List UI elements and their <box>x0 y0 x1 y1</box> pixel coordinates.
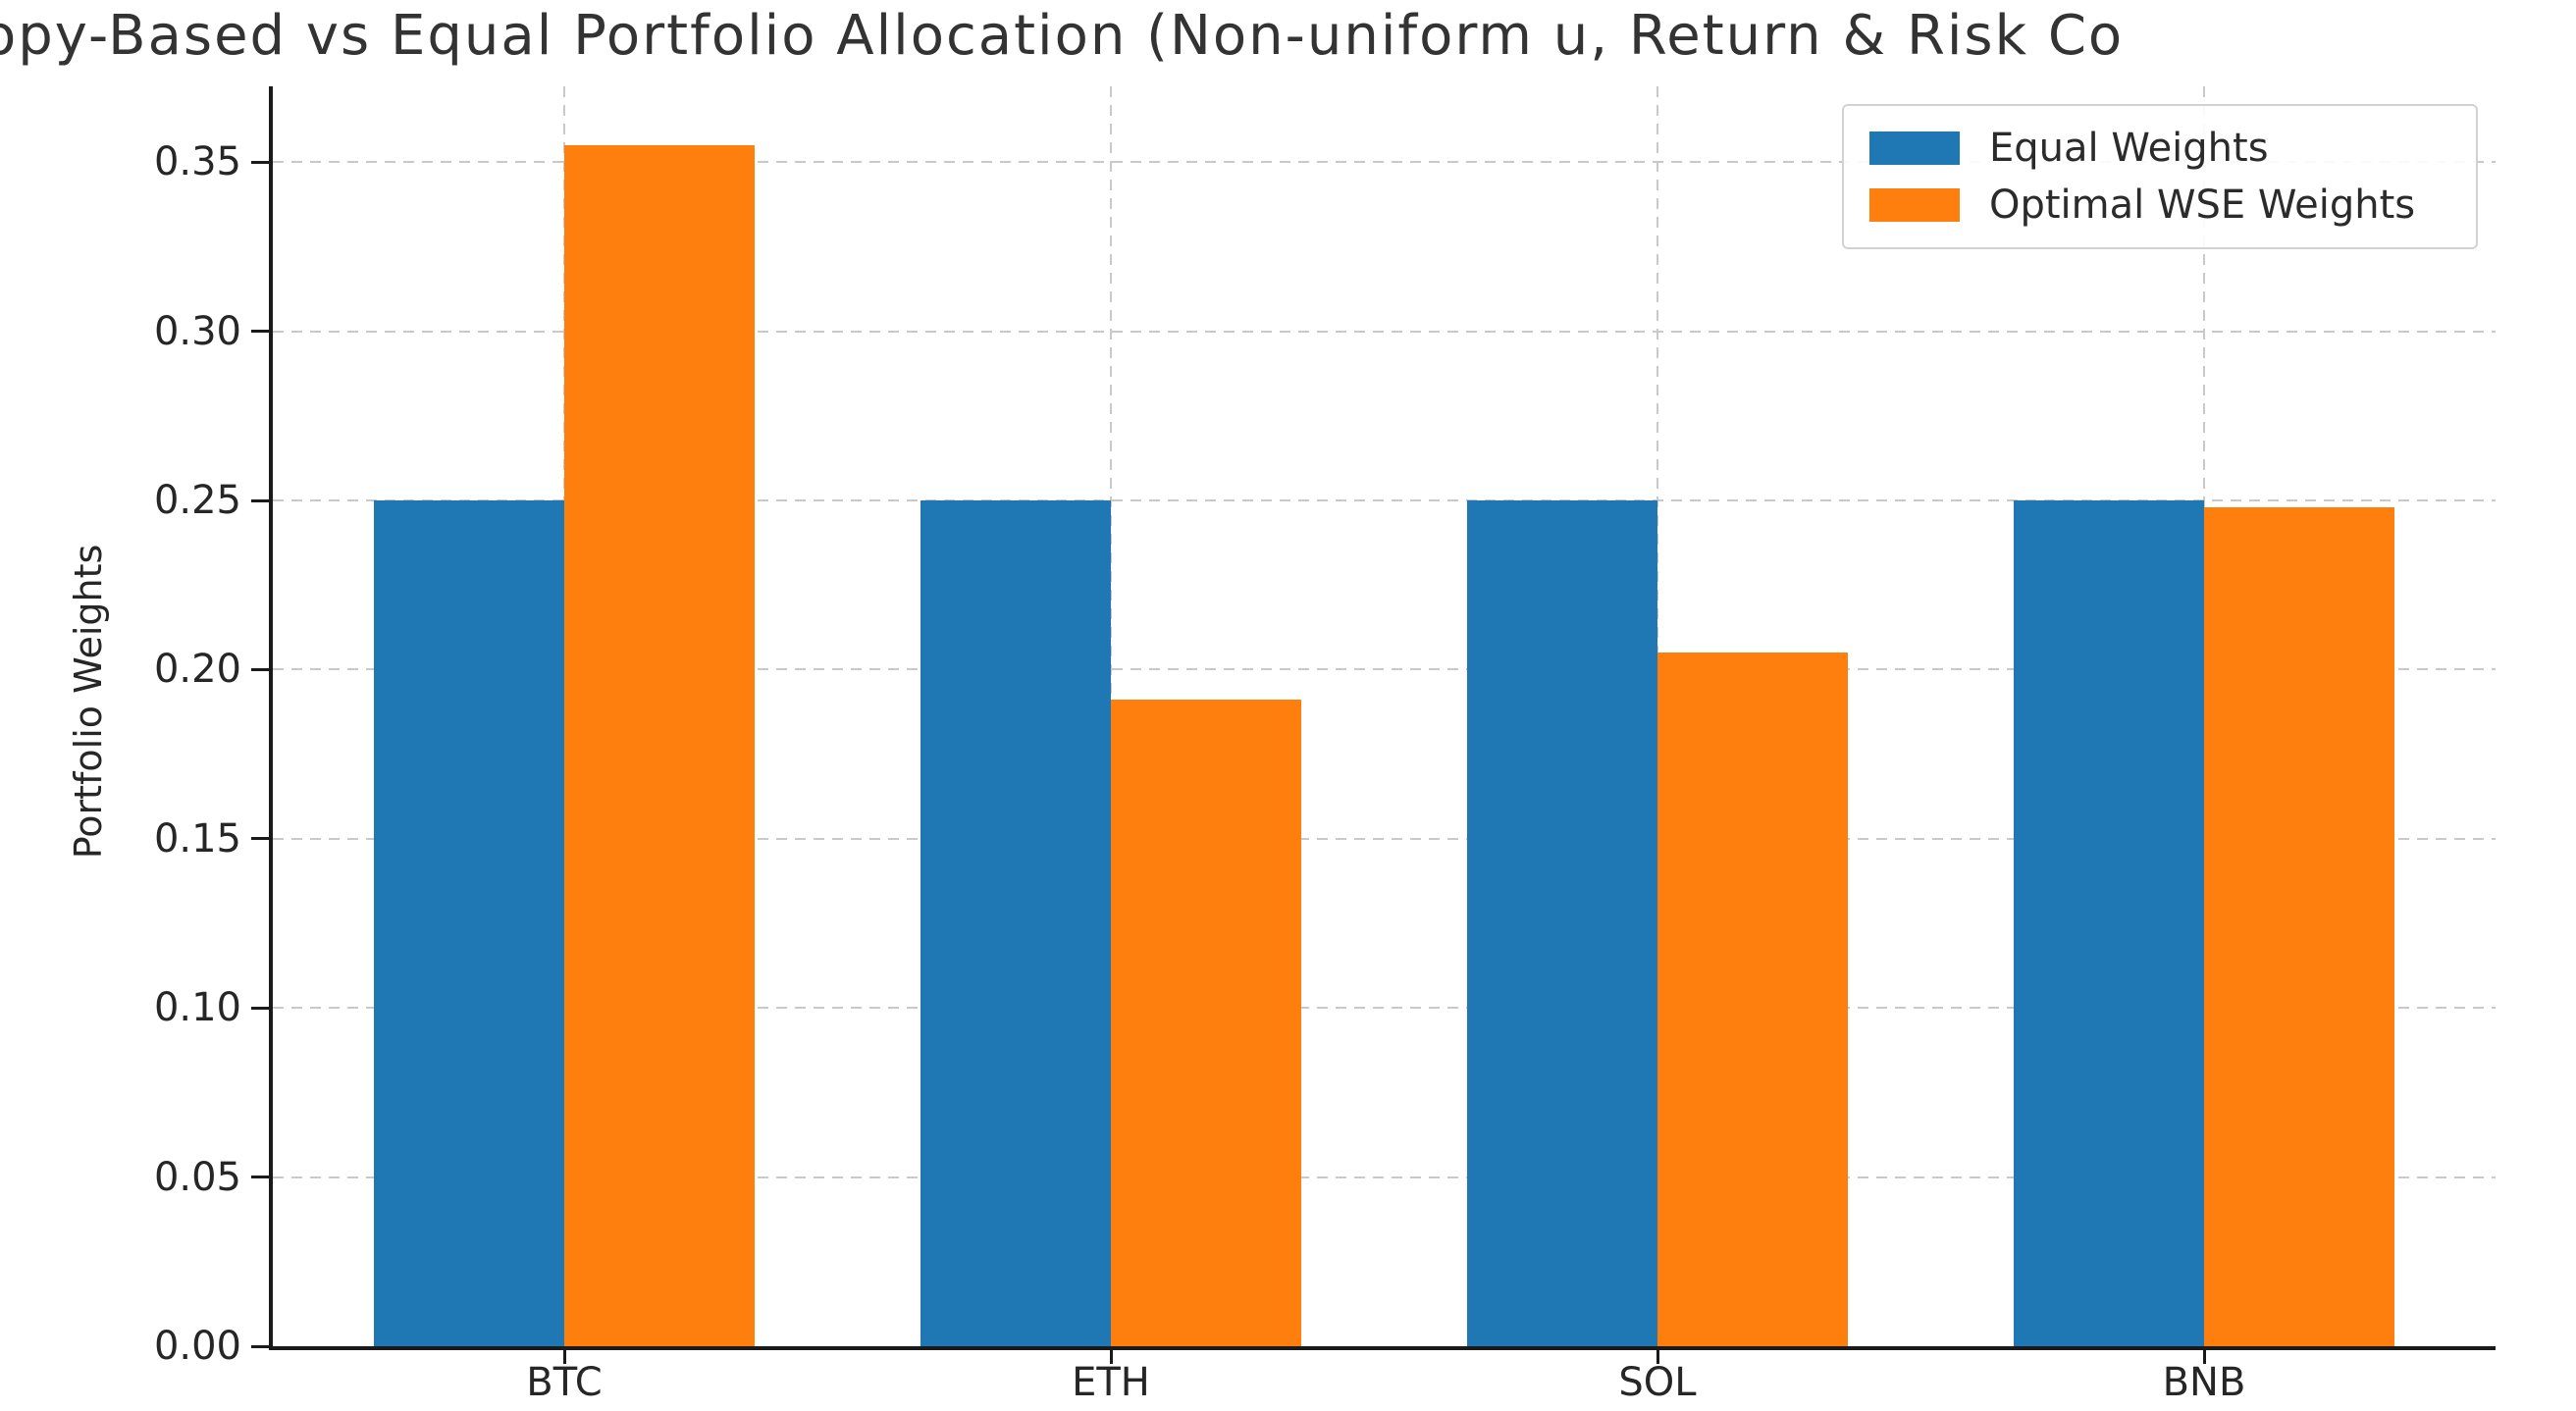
plot-area: 0.00 0.05 0.10 0.15 0.20 0.25 0.30 0.35 BTC ETH SO… <box>154 86 2496 1405</box>
bar-optimal-wse-weights-eth <box>1111 700 1301 1346</box>
y-tick-0.05 <box>251 1176 269 1179</box>
x-tick-SOL <box>1656 1350 1659 1364</box>
gridline-h-0.10 <box>273 1007 2496 1010</box>
y-tick-0.00 <box>251 1344 269 1348</box>
x-tick-label-ETH: ETH <box>1072 1360 1150 1405</box>
bar-equal-weights-eth <box>920 500 1111 1346</box>
y-tick-0.30 <box>251 330 269 334</box>
x-tick-label-SOL: SOL <box>1618 1360 1697 1405</box>
legend-label: Equal Weights <box>1989 126 2269 171</box>
y-axis-label: Portfolio Weights <box>67 544 110 860</box>
y-tick-0.25 <box>251 498 269 502</box>
x-tick-label-BTC: BTC <box>526 1360 603 1405</box>
bar-equal-weights-bnb <box>2014 500 2204 1346</box>
y-tick-0.35 <box>251 160 269 164</box>
gridline-h-0.20 <box>273 668 2496 671</box>
y-tick-0.15 <box>251 837 269 841</box>
gridline-h-0.30 <box>273 330 2496 333</box>
y-tick-label-0.20: 0.20 <box>153 647 241 693</box>
gridline-h-0.25 <box>273 499 2496 502</box>
legend: Equal Weights Optimal WSE Weights <box>1842 104 2478 249</box>
x-tick-BNB <box>2202 1350 2206 1364</box>
x-axis-line <box>269 1346 2496 1350</box>
legend-swatch-equal-weights <box>1869 131 1960 165</box>
gridline-h-0.05 <box>273 1176 2496 1178</box>
y-tick-0.10 <box>251 1006 269 1010</box>
legend-swatch-optimal-wse-weights <box>1869 188 1960 222</box>
y-tick-label-0.00: 0.00 <box>153 1324 241 1369</box>
legend-item-equal-weights: Equal Weights <box>1869 120 2476 177</box>
y-tick-label-0.25: 0.25 <box>153 478 241 524</box>
gridline-h-0.35 <box>273 161 2496 164</box>
x-tick-BTC <box>562 1350 566 1364</box>
x-tick-label-BNB: BNB <box>2162 1360 2246 1405</box>
bar-equal-weights-sol <box>1467 500 1657 1346</box>
x-tick-ETH <box>1109 1350 1113 1364</box>
legend-label: Optimal WSE Weights <box>1989 183 2416 228</box>
y-tick-0.20 <box>251 667 269 671</box>
bar-equal-weights-btc <box>374 500 564 1346</box>
y-tick-label-0.35: 0.35 <box>153 139 241 185</box>
y-tick-label-0.15: 0.15 <box>153 815 241 862</box>
bar-optimal-wse-weights-sol <box>1657 653 1848 1346</box>
y-tick-label-0.05: 0.05 <box>153 1154 241 1200</box>
y-tick-label-0.10: 0.10 <box>153 985 241 1031</box>
bar-optimal-wse-weights-bnb <box>2204 506 2394 1346</box>
gridline-h-0.15 <box>273 837 2496 840</box>
y-tick-label-0.30: 0.30 <box>153 308 241 354</box>
chart-title: opy-Based vs Equal Portfolio Allocation … <box>0 4 2125 68</box>
y-axis-line <box>269 86 273 1350</box>
bar-optimal-wse-weights-btc <box>564 144 755 1346</box>
legend-item-optimal-wse-weights: Optimal WSE Weights <box>1869 177 2476 234</box>
